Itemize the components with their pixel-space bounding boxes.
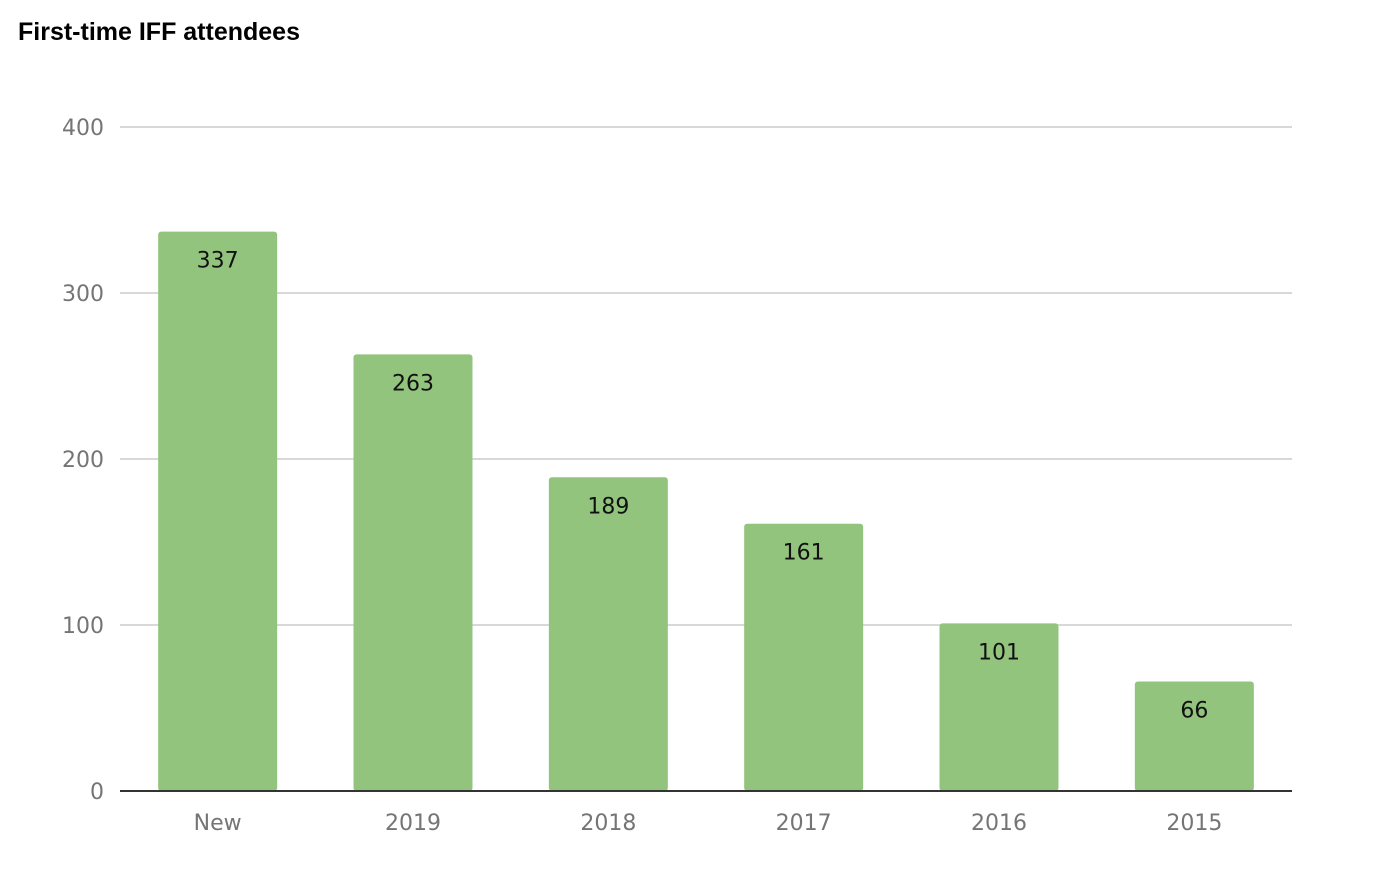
data-label: 101: [978, 640, 1020, 665]
x-tick-label: 2016: [971, 811, 1027, 836]
bar: [158, 231, 278, 791]
x-axis-ticks: New 2019 2018 2017 2016 2015: [194, 811, 1223, 836]
bar: [939, 623, 1059, 791]
bar: [744, 523, 864, 791]
y-tick-label: 400: [62, 116, 104, 141]
data-label: 263: [392, 371, 434, 396]
x-tick-label: 2018: [580, 811, 636, 836]
gridlines: [120, 126, 1292, 626]
y-tick-label: 0: [90, 780, 104, 805]
y-tick-label: 300: [62, 282, 104, 307]
y-tick-label: 100: [62, 614, 104, 639]
y-axis-ticks: 0 100 200 300 400: [62, 116, 104, 805]
data-label: 66: [1180, 698, 1208, 723]
x-tick-label: 2019: [385, 811, 441, 836]
bar: [353, 354, 473, 791]
x-tick-label: 2017: [776, 811, 832, 836]
data-label: 161: [783, 541, 825, 566]
data-labels: 337 263 189 161 101 66: [197, 249, 1209, 724]
bars: [158, 231, 1254, 791]
chart-title: First-time IFF attendees: [18, 18, 300, 46]
data-label: 189: [587, 494, 629, 519]
x-tick-label: New: [194, 811, 242, 836]
x-tick-label: 2015: [1166, 811, 1222, 836]
y-tick-label: 200: [62, 448, 104, 473]
bar: [1134, 681, 1254, 791]
data-label: 337: [197, 249, 239, 274]
bar: [548, 477, 668, 791]
